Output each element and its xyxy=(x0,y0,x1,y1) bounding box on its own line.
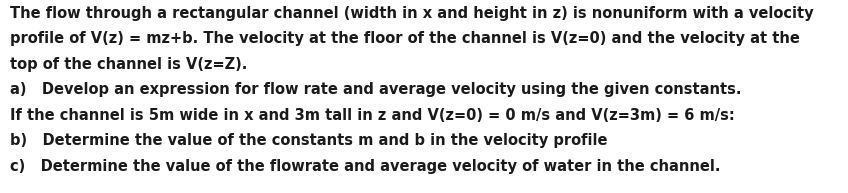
Text: If the channel is 5m wide in x and 3m tall in z and V(z=0) = 0 m/s and V(z=3m) =: If the channel is 5m wide in x and 3m ta… xyxy=(10,108,735,123)
Text: profile of V(z) = mz+b. The velocity at the floor of the channel is V(z=0) and t: profile of V(z) = mz+b. The velocity at … xyxy=(10,31,800,46)
Text: b)   Determine the value of the constants m and b in the velocity profile: b) Determine the value of the constants … xyxy=(10,133,608,148)
Text: a)   Develop an expression for flow rate and average velocity using the given co: a) Develop an expression for flow rate a… xyxy=(10,82,742,97)
Text: top of the channel is V(z=Z).: top of the channel is V(z=Z). xyxy=(10,57,248,72)
Text: c)   Determine the value of the flowrate and average velocity of water in the ch: c) Determine the value of the flowrate a… xyxy=(10,159,721,174)
Text: The flow through a rectangular channel (width in x and height in z) is nonunifor: The flow through a rectangular channel (… xyxy=(10,6,814,21)
